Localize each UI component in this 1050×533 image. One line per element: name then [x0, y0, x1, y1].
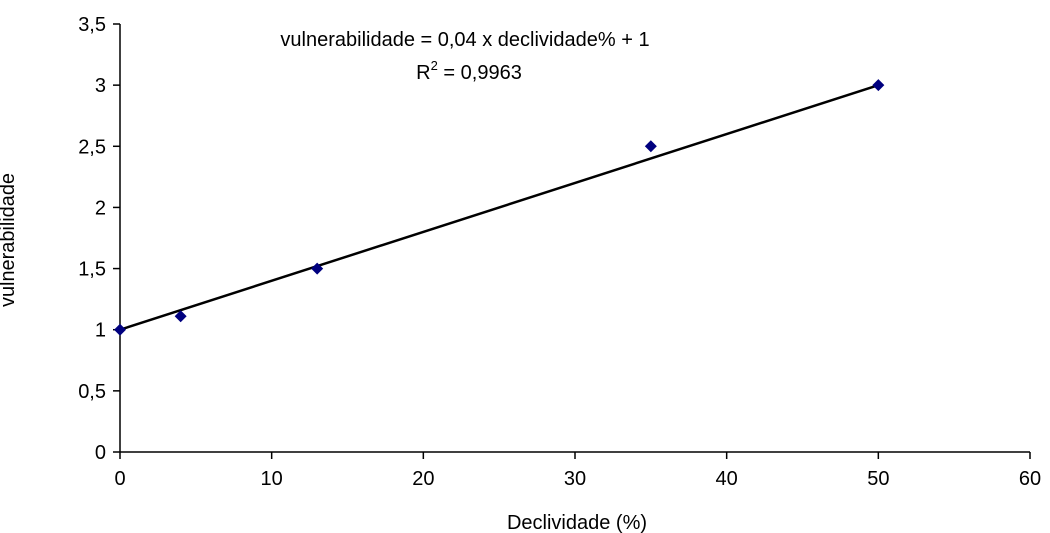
y-axis-title: vulnerabilidade [0, 173, 19, 307]
x-tick-label: 10 [261, 468, 283, 490]
y-tick-label: 1,5 [78, 259, 106, 281]
y-tick-label: 2 [95, 197, 106, 219]
y-tick-label: 2,5 [78, 136, 106, 158]
y-tick-label: 3,5 [78, 14, 106, 36]
x-tick-label: 40 [716, 468, 738, 490]
y-ticks: 0 0,5 1 1,5 2 2,5 3 3,5 [78, 14, 120, 464]
r-squared-superscript: 2 [431, 58, 438, 73]
x-tick-label: 20 [412, 468, 434, 490]
x-ticks: 0 10 20 30 40 50 60 [114, 452, 1041, 490]
data-point-marker [644, 140, 657, 153]
data-point-marker [872, 79, 885, 92]
r-squared-symbol: R [416, 62, 430, 84]
y-tick-label: 1 [95, 320, 106, 342]
y-tick-label: 0 [95, 442, 106, 464]
x-tick-label: 0 [114, 468, 125, 490]
x-tick-label: 50 [867, 468, 889, 490]
regression-equation: vulnerabilidade = 0,04 x declividade% + … [280, 29, 649, 51]
data-point-marker [311, 262, 324, 275]
data-points [114, 79, 885, 336]
y-tick-label: 0,5 [78, 381, 106, 403]
y-tick-label: 3 [95, 75, 106, 97]
trendline [119, 83, 879, 331]
x-tick-label: 30 [564, 468, 586, 490]
data-point-marker [114, 323, 126, 336]
r-squared-value: = 0,9963 [438, 62, 522, 84]
x-tick-label: 60 [1019, 468, 1041, 490]
x-axis-title: Declividade (%) [507, 512, 647, 533]
data-point-marker [174, 310, 187, 323]
axes [119, 24, 1030, 453]
r-squared-label: R2 = 0,9963 [416, 58, 522, 84]
